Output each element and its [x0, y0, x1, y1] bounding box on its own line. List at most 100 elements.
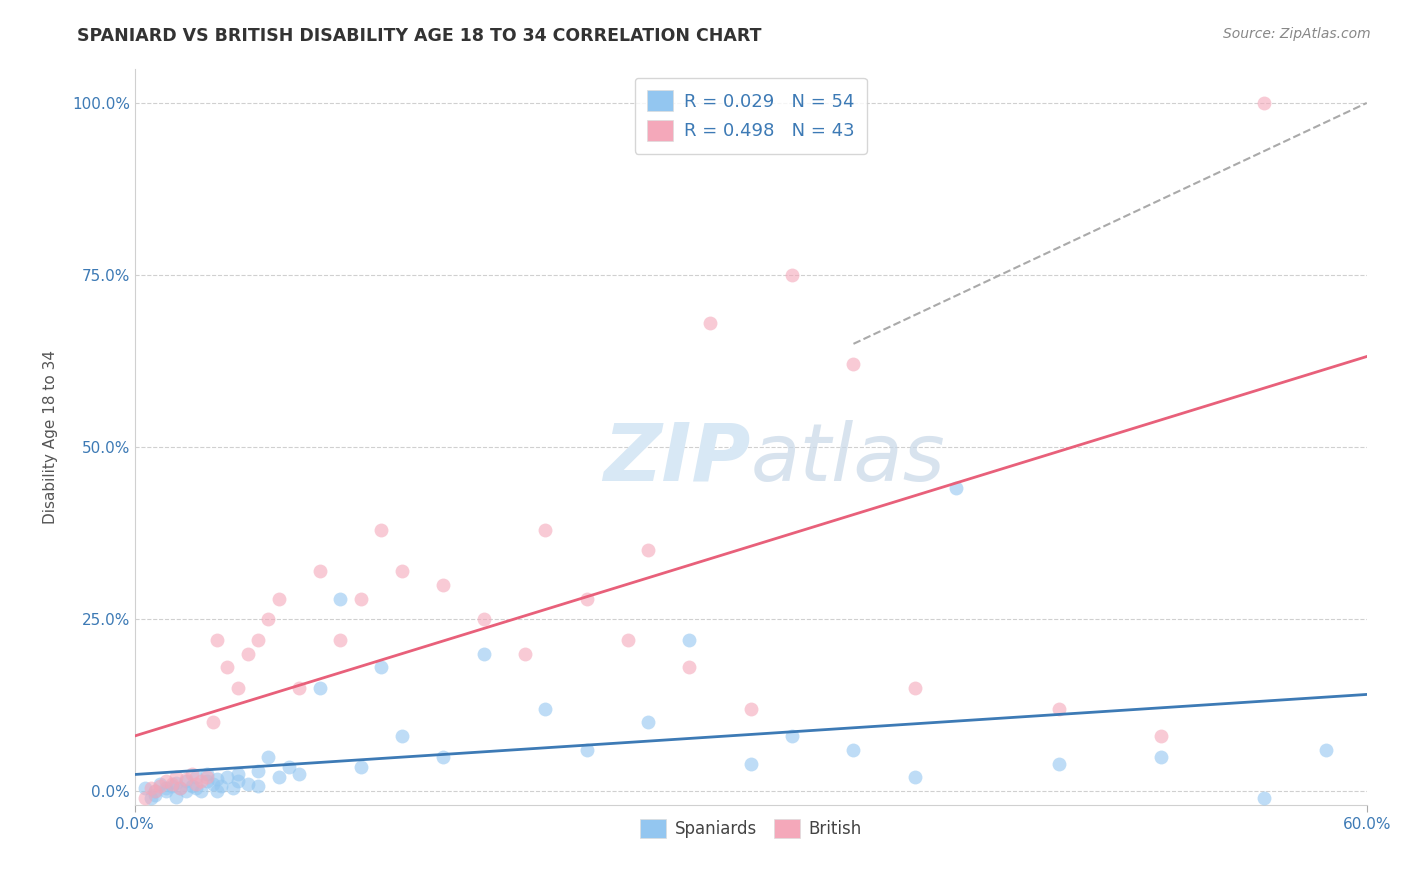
- Point: [370, 523, 392, 537]
- Point: [195, 771, 218, 785]
- Point: [195, 767, 218, 781]
- Point: [329, 591, 352, 606]
- Point: [226, 767, 249, 781]
- Point: [247, 779, 270, 793]
- Point: [257, 749, 280, 764]
- Point: [1315, 743, 1337, 757]
- Point: [391, 564, 413, 578]
- Point: [148, 779, 170, 793]
- Point: [534, 523, 557, 537]
- Point: [329, 632, 352, 647]
- Point: [780, 729, 803, 743]
- Point: [350, 591, 373, 606]
- Point: [308, 681, 330, 695]
- Text: atlas: atlas: [751, 420, 946, 498]
- Point: [236, 647, 259, 661]
- Point: [288, 767, 311, 781]
- Point: [780, 268, 803, 282]
- Point: [288, 681, 311, 695]
- Point: [201, 777, 224, 791]
- Point: [201, 715, 224, 730]
- Point: [350, 760, 373, 774]
- Point: [181, 779, 204, 793]
- Point: [267, 771, 290, 785]
- Point: [740, 701, 762, 715]
- Point: [575, 591, 598, 606]
- Point: [842, 358, 865, 372]
- Point: [277, 760, 299, 774]
- Point: [226, 773, 249, 788]
- Point: [247, 764, 270, 778]
- Point: [165, 771, 187, 785]
- Point: [181, 767, 204, 781]
- Point: [155, 780, 177, 795]
- Point: [141, 780, 163, 795]
- Point: [165, 776, 187, 790]
- Point: [169, 780, 191, 795]
- Point: [190, 784, 212, 798]
- Text: SPANIARD VS BRITISH DISABILITY AGE 18 TO 34 CORRELATION CHART: SPANIARD VS BRITISH DISABILITY AGE 18 TO…: [77, 27, 762, 45]
- Point: [472, 612, 495, 626]
- Point: [257, 612, 280, 626]
- Point: [160, 779, 183, 793]
- Legend: Spaniards, British: Spaniards, British: [633, 812, 869, 845]
- Point: [678, 660, 700, 674]
- Point: [195, 773, 218, 788]
- Point: [205, 784, 228, 798]
- Point: [904, 681, 927, 695]
- Point: [432, 749, 454, 764]
- Point: [1150, 749, 1173, 764]
- Point: [513, 647, 536, 661]
- Point: [174, 772, 197, 786]
- Point: [205, 632, 228, 647]
- Point: [134, 780, 156, 795]
- Point: [842, 743, 865, 757]
- Point: [174, 773, 197, 788]
- Point: [169, 780, 191, 795]
- Point: [1253, 95, 1275, 110]
- Point: [699, 316, 721, 330]
- Point: [370, 660, 392, 674]
- Point: [148, 777, 170, 791]
- Point: [247, 632, 270, 647]
- Point: [637, 543, 659, 558]
- Point: [236, 777, 259, 791]
- Point: [186, 777, 208, 791]
- Point: [190, 773, 212, 788]
- Point: [205, 772, 228, 786]
- Point: [134, 791, 156, 805]
- Point: [145, 788, 167, 802]
- Point: [1253, 791, 1275, 805]
- Point: [904, 771, 927, 785]
- Point: [186, 771, 208, 785]
- Point: [145, 784, 167, 798]
- Point: [945, 482, 967, 496]
- Point: [160, 777, 183, 791]
- Point: [267, 591, 290, 606]
- Point: [186, 780, 208, 795]
- Text: ZIP: ZIP: [603, 420, 751, 498]
- Point: [145, 784, 167, 798]
- Point: [209, 779, 232, 793]
- Point: [217, 660, 239, 674]
- Point: [391, 729, 413, 743]
- Point: [534, 701, 557, 715]
- Point: [616, 632, 638, 647]
- Point: [1047, 756, 1070, 771]
- Point: [226, 681, 249, 695]
- Point: [155, 784, 177, 798]
- Point: [174, 784, 197, 798]
- Point: [155, 773, 177, 788]
- Point: [740, 756, 762, 771]
- Point: [222, 780, 245, 795]
- Y-axis label: Disability Age 18 to 34: Disability Age 18 to 34: [44, 350, 58, 524]
- Point: [472, 647, 495, 661]
- Point: [1047, 701, 1070, 715]
- Point: [1150, 729, 1173, 743]
- Point: [637, 715, 659, 730]
- Point: [575, 743, 598, 757]
- Point: [141, 791, 163, 805]
- Point: [432, 578, 454, 592]
- Point: [308, 564, 330, 578]
- Point: [678, 632, 700, 647]
